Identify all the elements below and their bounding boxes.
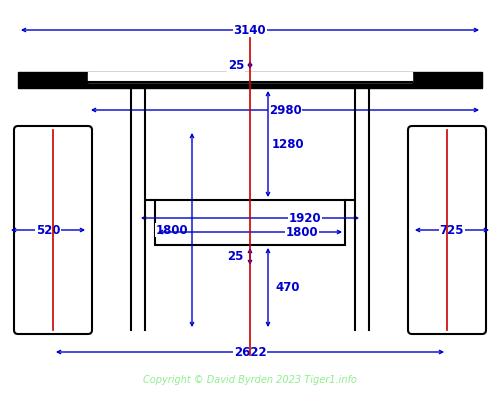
- Text: 725: 725: [440, 223, 464, 236]
- Bar: [88, 72, 412, 82]
- FancyBboxPatch shape: [14, 126, 92, 334]
- FancyBboxPatch shape: [408, 126, 486, 334]
- Text: 1280: 1280: [272, 138, 304, 151]
- Text: 520: 520: [36, 223, 60, 236]
- Text: 1920: 1920: [288, 212, 322, 225]
- Text: 470: 470: [276, 281, 300, 294]
- Text: 1800: 1800: [156, 223, 188, 236]
- Bar: [155, 200, 345, 245]
- Text: 2980: 2980: [268, 104, 302, 117]
- Text: 2622: 2622: [234, 346, 266, 359]
- Text: 25: 25: [228, 58, 244, 71]
- Text: 3140: 3140: [234, 24, 266, 37]
- Bar: [18, 72, 482, 88]
- Text: 1800: 1800: [286, 225, 318, 238]
- Text: 25: 25: [227, 250, 243, 263]
- Text: Copyright © David Byrden 2023 Tiger1.info: Copyright © David Byrden 2023 Tiger1.inf…: [143, 375, 357, 385]
